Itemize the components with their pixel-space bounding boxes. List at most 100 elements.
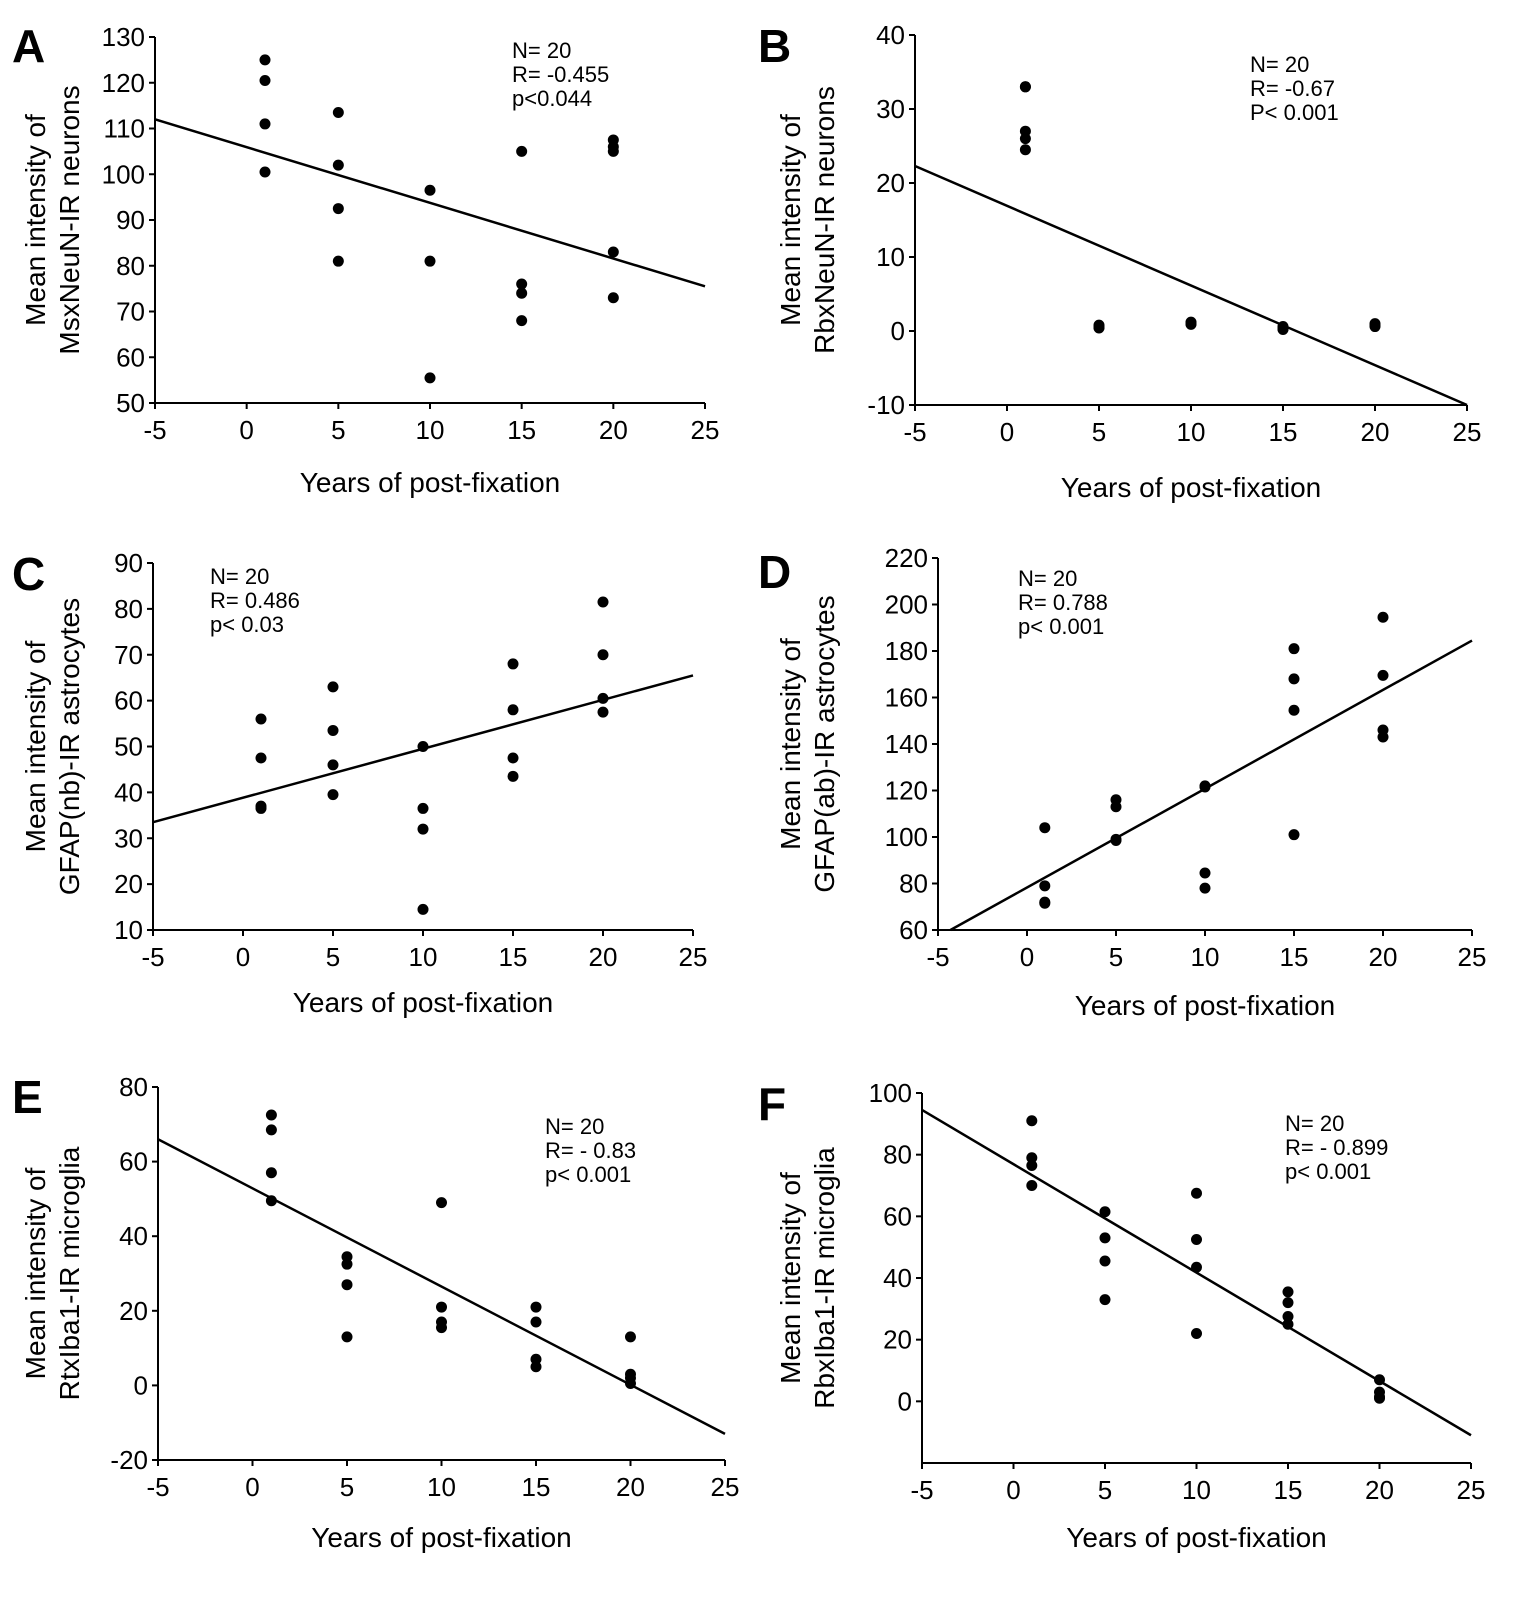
data-point [607, 246, 619, 258]
data-point [1039, 822, 1051, 834]
y-tick-label: 220 [885, 543, 928, 573]
x-tick-label: 10 [409, 942, 438, 972]
data-point [1374, 1392, 1385, 1404]
x-tick-label: 25 [1458, 942, 1487, 972]
data-point [327, 681, 339, 693]
data-point [1019, 133, 1031, 145]
data-point [1288, 704, 1300, 716]
data-point [1185, 317, 1197, 329]
data-point [259, 74, 271, 86]
y-tick-label: 60 [883, 1201, 912, 1231]
x-tick-label: 0 [1000, 417, 1014, 447]
data-point [516, 315, 528, 327]
y-axis-title-line: Mean intensity of [20, 1167, 51, 1379]
data-point [625, 1331, 636, 1343]
y-tick-label: 80 [116, 251, 145, 281]
data-point [332, 255, 344, 267]
x-tick-label: 20 [1365, 1475, 1394, 1505]
panel-f: F 0 20 40 60 80 100 -5 0 5 10 15 20 25 Years of post-f… [758, 1078, 1485, 1553]
y-tick-label: 40 [876, 20, 905, 50]
y-tick-label: 0 [134, 1370, 148, 1400]
regression-line [914, 164, 1468, 407]
x-tick-label: 0 [245, 1472, 259, 1502]
data-point [530, 1301, 542, 1313]
stat-annotation: R= -0.67 [1250, 76, 1335, 101]
x-tick-label: 20 [589, 942, 618, 972]
data-point [1019, 81, 1031, 93]
regression-line [154, 118, 706, 288]
data-point [1039, 880, 1051, 892]
y-tick-label: 60 [119, 1147, 148, 1177]
y-tick-label: 30 [876, 94, 905, 124]
x-tick-label: 10 [1191, 942, 1220, 972]
panel-letter: B [758, 20, 791, 72]
panel-e: E -20 0 20 40 60 80 -5 0 5 10 15 20 25 Years of post-f… [12, 1071, 739, 1553]
data-point [332, 159, 344, 171]
regression-line [949, 639, 1473, 932]
panel-letter: A [12, 20, 45, 72]
y-tick-label: 80 [899, 869, 928, 899]
stat-annotation: p< 0.001 [545, 1162, 631, 1187]
data-point [327, 724, 339, 736]
y-tick-label: 200 [885, 590, 928, 620]
data-point [1026, 1180, 1038, 1191]
data-point [265, 1195, 277, 1207]
y-tick-label: 60 [114, 686, 143, 716]
stat-annotation: N= 20 [545, 1114, 604, 1139]
x-tick-label: 5 [326, 942, 340, 972]
data-point [1191, 1187, 1202, 1199]
x-axis-title: Years of post-fixation [1061, 472, 1321, 503]
stat-annotation: P< 0.001 [1250, 100, 1339, 125]
x-axis-title: Years of post-fixation [1075, 990, 1335, 1021]
data-point [1199, 882, 1211, 894]
data-point [417, 802, 429, 814]
y-axis-title-line: GFAP(nb)-IR astrocytes [54, 598, 85, 895]
x-tick-label: 15 [522, 1472, 551, 1502]
data-point [417, 903, 429, 915]
data-point [1026, 1115, 1038, 1127]
data-point [1099, 1255, 1111, 1267]
data-point [1093, 321, 1105, 333]
data-point [436, 1197, 447, 1209]
data-point [597, 706, 609, 718]
data-point [507, 752, 519, 764]
x-tick-label: 10 [1182, 1475, 1211, 1505]
y-tick-label: 140 [885, 729, 928, 759]
y-tick-label: 180 [885, 636, 928, 666]
data-point [507, 704, 519, 716]
x-tick-label: 20 [616, 1472, 645, 1502]
stat-annotation: N= 20 [210, 564, 269, 589]
x-tick-label: 5 [331, 415, 345, 445]
x-tick-label: 25 [679, 942, 708, 972]
y-axis-title-line: MsxNeuN-IR neurons [54, 85, 85, 354]
x-tick-label: -5 [146, 1472, 169, 1502]
data-point [259, 166, 271, 178]
y-tick-label: 130 [102, 22, 145, 52]
panel-a: A 50 60 70 80 90 100 110 120 130 -5 0 5 10 15 20 25 Years… [12, 20, 719, 498]
y-tick-label: 30 [114, 823, 143, 853]
data-point [1282, 1286, 1294, 1298]
data-point [1282, 1297, 1294, 1309]
y-tick-label: 50 [116, 388, 145, 418]
regression-line [157, 1138, 726, 1435]
data-point [1099, 1206, 1111, 1218]
x-tick-label: 15 [499, 942, 528, 972]
y-tick-label: 90 [114, 548, 143, 578]
y-tick-label: 80 [883, 1140, 912, 1170]
x-tick-label: -5 [903, 417, 926, 447]
x-tick-label: 25 [1453, 417, 1482, 447]
data-point [530, 1361, 542, 1373]
y-tick-label: 90 [116, 205, 145, 235]
data-point [417, 741, 429, 752]
panel-letter: F [758, 1078, 786, 1130]
data-point [1099, 1232, 1111, 1244]
x-tick-label: 5 [1109, 942, 1123, 972]
x-axis-title: Years of post-fixation [1066, 1522, 1326, 1553]
x-tick-label: 0 [1020, 942, 1034, 972]
panel-letter: D [758, 546, 791, 598]
y-axis-title-line: Mean intensity of [20, 114, 51, 326]
stat-annotation: p< 0.03 [210, 612, 284, 637]
panel-c: C 10 20 30 40 50 60 70 80 90 -5 0 5 10 15 20 25 Years of … [12, 548, 707, 1018]
data-point [1110, 801, 1122, 813]
data-point [1191, 1328, 1202, 1339]
